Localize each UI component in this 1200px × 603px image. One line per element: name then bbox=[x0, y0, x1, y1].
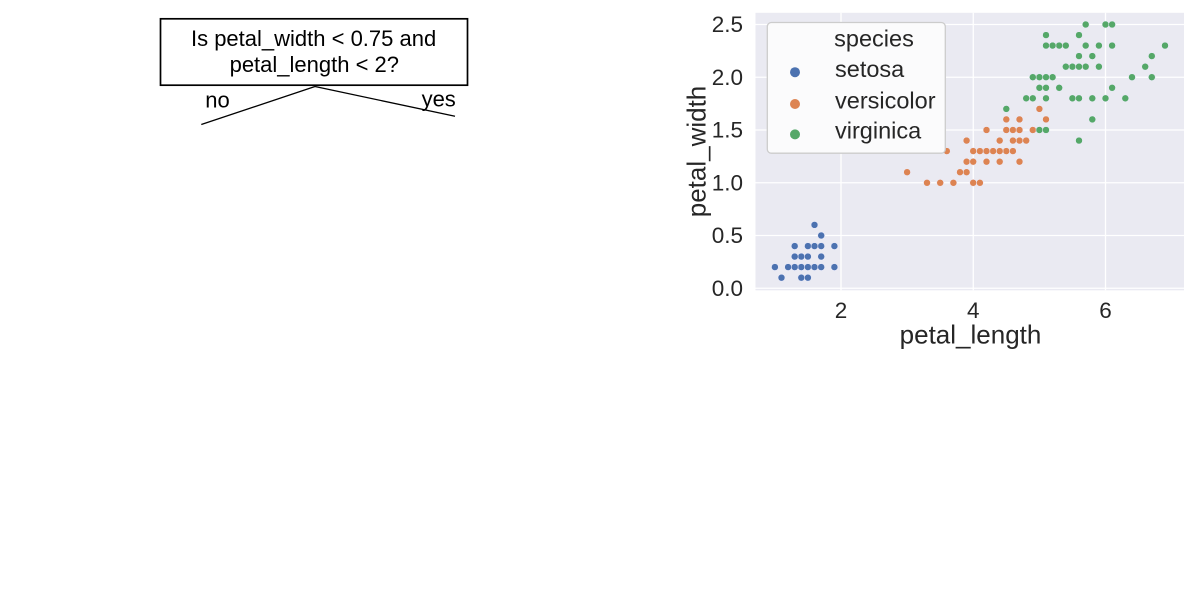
svg-text:Is petal_width < 0.75 and: Is petal_width < 0.75 and bbox=[191, 26, 436, 51]
svg-text:petal_length < 2?: petal_length < 2? bbox=[230, 52, 399, 77]
svg-text:species: species bbox=[834, 26, 914, 52]
svg-text:1.5: 1.5 bbox=[712, 118, 743, 143]
svg-text:yes: yes bbox=[422, 87, 456, 112]
svg-text:1.0: 1.0 bbox=[712, 171, 743, 196]
svg-text:4: 4 bbox=[967, 298, 980, 323]
svg-text:versicolor: versicolor bbox=[835, 87, 936, 113]
svg-text:setosa: setosa bbox=[835, 56, 905, 82]
svg-text:petal_length: petal_length bbox=[900, 320, 1042, 350]
svg-text:2.5: 2.5 bbox=[712, 12, 743, 37]
svg-text:0.0: 0.0 bbox=[712, 276, 743, 301]
svg-text:petal_width: petal_width bbox=[682, 86, 712, 218]
svg-text:no: no bbox=[205, 87, 229, 112]
svg-text:2.0: 2.0 bbox=[712, 65, 743, 90]
svg-text:6: 6 bbox=[1099, 298, 1112, 323]
svg-text:virginica: virginica bbox=[835, 118, 922, 144]
svg-text:0.5: 0.5 bbox=[712, 223, 743, 248]
svg-text:2: 2 bbox=[835, 298, 848, 323]
